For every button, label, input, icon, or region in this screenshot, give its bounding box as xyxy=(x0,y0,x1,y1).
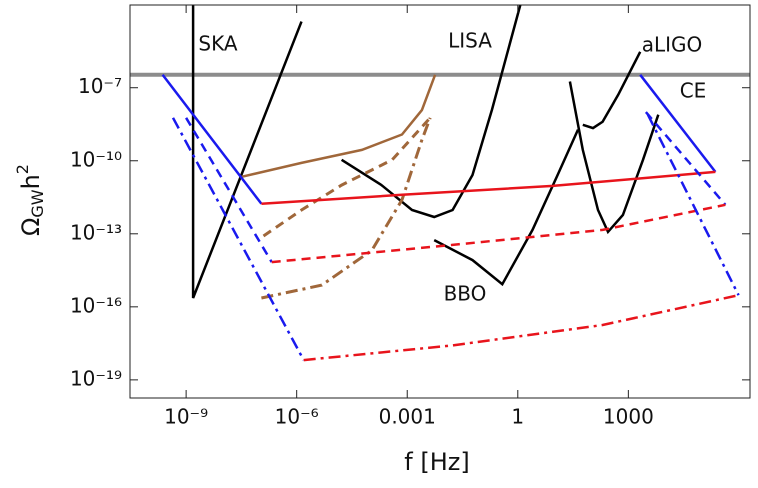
annotation: SKA xyxy=(198,32,237,56)
curve xyxy=(261,117,432,300)
curve xyxy=(340,5,522,219)
y-label-superscript: 2 xyxy=(13,164,32,174)
curve xyxy=(262,116,432,238)
y-label-base: h xyxy=(17,174,45,189)
y-tick-label: 10⁻¹⁶ xyxy=(70,293,122,317)
curve xyxy=(644,111,727,206)
curve xyxy=(639,74,717,173)
curve xyxy=(568,81,660,235)
curve xyxy=(646,114,740,296)
curve xyxy=(303,293,739,362)
curve xyxy=(271,203,726,264)
y-tick-label: 10⁻¹³ xyxy=(70,220,122,244)
annotation: LISA xyxy=(448,29,492,53)
annotation: CE xyxy=(680,79,707,103)
annotation: aLIGO xyxy=(642,33,703,57)
curve xyxy=(161,74,263,205)
y-tick-label: 10⁻¹⁰ xyxy=(70,147,122,171)
x-tick-label: 10⁻⁶ xyxy=(275,405,319,429)
curve xyxy=(185,117,273,263)
y-tick-label: 10⁻⁷ xyxy=(78,74,122,98)
plot-area xyxy=(130,5,750,362)
y-axis-label: ΩGWh2 xyxy=(13,164,47,236)
curve xyxy=(171,117,305,361)
curve xyxy=(582,51,642,130)
x-tick-label: 10⁻⁹ xyxy=(164,405,208,429)
curve xyxy=(191,5,303,299)
x-tick-label: 1 xyxy=(511,405,524,429)
annotation: BBO xyxy=(444,282,487,306)
curve xyxy=(241,74,437,179)
x-axis-label: f [Hz] xyxy=(404,448,469,476)
y-tick-label: 10⁻¹⁹ xyxy=(70,366,122,390)
curve xyxy=(433,129,580,287)
x-tick-label: 1000 xyxy=(603,405,654,429)
x-tick-label: 0.001 xyxy=(379,405,436,429)
y-label-subscript: GW xyxy=(28,189,47,217)
y-label-symbol: Ω xyxy=(17,218,45,236)
plot-frame xyxy=(129,4,751,399)
curve xyxy=(261,170,716,206)
